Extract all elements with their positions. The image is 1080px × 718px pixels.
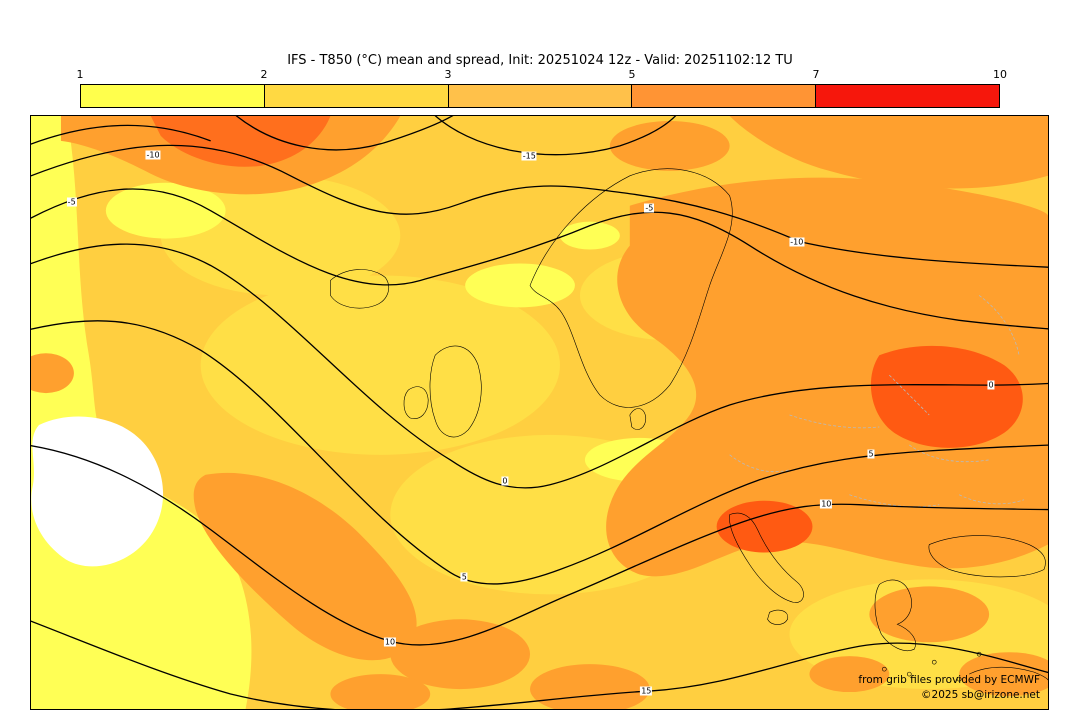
- credits-source: from grib files provided by ECMWF: [858, 674, 1040, 686]
- spread-shading-map: [31, 116, 1048, 709]
- map-area: -10 -15 -5 -5 -10 0 5 0 10 5 10 15 from grib files …: [30, 115, 1049, 710]
- chart-title: IFS - T850 (°C) mean and spread, Init: 2…: [287, 53, 793, 68]
- colorbar-ticks: 1 2 3 5 7 10: [76, 68, 1008, 82]
- credits-copyright: ©2025 sb@irizone.net: [921, 689, 1040, 701]
- colorbar-segment: [816, 85, 999, 107]
- colorbar-tick-label: 10: [993, 68, 1007, 81]
- colorbar-tick-label: 2: [260, 68, 268, 81]
- colorbar-tick-label: 5: [628, 68, 636, 81]
- colorbar-tick-label: 7: [812, 68, 820, 81]
- colorbar-segment: [81, 85, 265, 107]
- colorbar-segment: [632, 85, 817, 107]
- credits: from grib files provided by ECMWF ©2025 …: [858, 673, 1040, 703]
- colorbar: [80, 84, 1000, 108]
- colorbar-segment: [448, 85, 633, 107]
- colorbar-segment: [264, 85, 449, 107]
- colorbar-tick-label: 3: [444, 68, 452, 81]
- colorbar-tick-label: 1: [76, 68, 84, 81]
